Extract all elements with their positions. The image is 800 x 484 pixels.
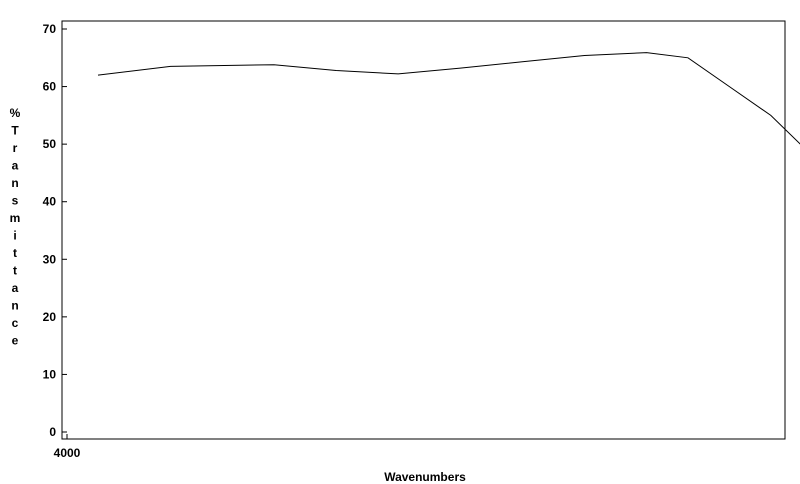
y-axis-title-char: s: [12, 194, 19, 208]
y-tick-label: 50: [43, 137, 57, 151]
y-axis-title-char: e: [12, 334, 19, 348]
y-axis-title-char: t: [13, 246, 17, 260]
y-tick-label: 40: [43, 195, 57, 209]
y-tick-label: 0: [49, 425, 56, 439]
y-tick-label: 10: [43, 367, 57, 381]
y-axis-ticks: 0 10 20 30 40 50 60 70: [43, 22, 67, 439]
y-axis-title-char: m: [10, 211, 21, 225]
y-tick-label: 20: [43, 310, 57, 324]
y-axis-title-char: i: [13, 229, 16, 243]
y-axis-title-char: n: [11, 176, 18, 190]
y-tick-label: 60: [43, 80, 57, 94]
y-axis-title-char: r: [13, 141, 18, 155]
y-tick-label: 30: [43, 252, 57, 266]
x-axis-title: Wavenumbers: [384, 470, 466, 484]
x-tick-label: 4000: [54, 446, 81, 460]
y-axis-title-char: %: [10, 106, 21, 120]
y-axis-title-char: t: [13, 264, 17, 278]
y-axis-title-char: c: [12, 316, 19, 330]
y-axis-title-char: a: [12, 159, 19, 173]
x-axis-ticks: 4000350030002500200015001000: [54, 434, 81, 460]
y-axis-title-char: a: [12, 281, 19, 295]
y-tick-label: 70: [43, 22, 57, 36]
y-axis-title-char: n: [11, 299, 18, 313]
y-axis-title-char: T: [11, 124, 19, 138]
plot-frame: [61, 20, 786, 440]
